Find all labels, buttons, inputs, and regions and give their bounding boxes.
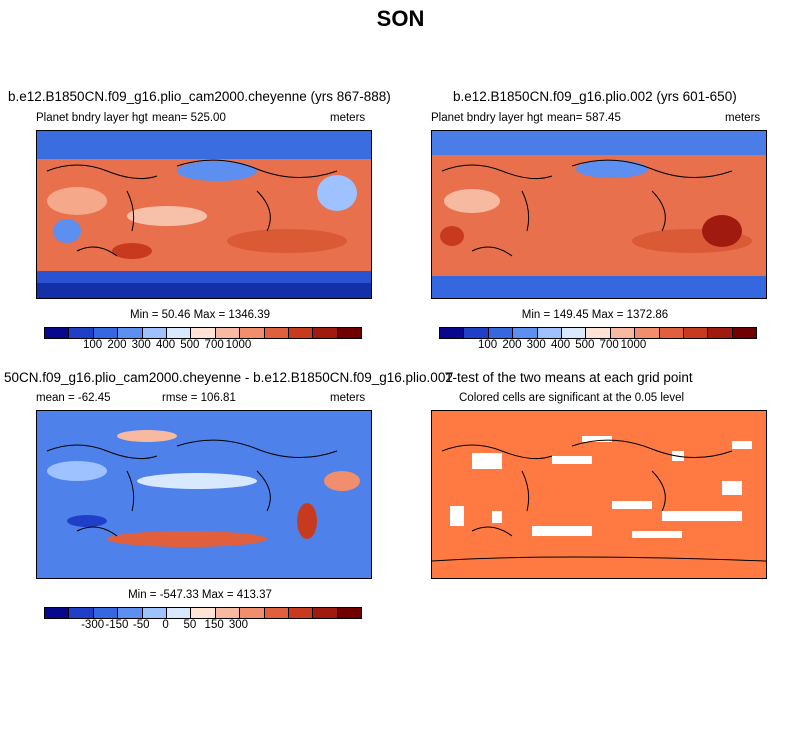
panel1-units: meters — [330, 112, 366, 124]
colorbar-tick-label: -300 — [81, 619, 105, 631]
colorbar-swatch — [93, 608, 119, 618]
figure-title: SON — [376, 6, 425, 31]
colorbar-swatch — [610, 328, 636, 338]
panel2-minmax: Min = 149.45 Max = 1372.86 — [521, 309, 669, 321]
colorbar-swatch — [708, 328, 733, 338]
colorbar-swatch — [288, 328, 314, 338]
panel3-title: 50CN.f09_g16.plio_cam2000.cheyenne - b.e… — [4, 370, 453, 385]
panel3-rmse: rmse = 106.81 — [162, 392, 236, 404]
colorbar-swatch — [288, 608, 314, 618]
colorbar-swatch — [69, 608, 94, 618]
colorbar-swatch — [142, 608, 167, 618]
panel1-map — [36, 130, 372, 299]
panel1-minmax: Min = 50.46 Max = 1346.39 — [129, 309, 270, 321]
panel1-title: b.e12.B1850CN.f09_g16.plio_cam2000.cheye… — [8, 89, 391, 104]
colorbar-swatch — [166, 328, 192, 338]
colorbar-tick-label: 1000 — [225, 339, 252, 351]
colorbar-swatch — [264, 608, 289, 618]
panel3-map — [36, 410, 372, 579]
colorbar-tick-label: -50 — [132, 619, 150, 631]
colorbar-tick-label: 700 — [599, 339, 619, 351]
panel1-variable: Planet bndry layer hgt — [36, 112, 148, 124]
panel4-map — [431, 410, 767, 579]
colorbar-swatch — [313, 328, 338, 338]
colorbar-tick-label: 0 — [162, 619, 169, 631]
colorbar-swatch — [191, 608, 216, 618]
colorbar-swatch — [732, 328, 757, 338]
panel3-mean: mean = -62.45 — [36, 392, 111, 404]
colorbar-swatch — [69, 328, 94, 338]
panel2-field-svg — [432, 131, 766, 298]
panel3-colorbar — [44, 607, 362, 619]
panel1-colorbar — [44, 327, 362, 339]
panel4-subtitle: Colored cells are significant at the 0.0… — [459, 392, 685, 404]
colorbar-swatch — [191, 328, 216, 338]
colorbar-tick-label: 700 — [204, 339, 224, 351]
colorbar-tick-label: 200 — [107, 339, 127, 351]
panel2-map — [431, 130, 767, 299]
colorbar-swatch — [337, 328, 362, 338]
panel3-units: meters — [330, 392, 366, 404]
colorbar-swatch — [313, 608, 338, 618]
colorbar-swatch — [118, 328, 143, 338]
colorbar-swatch — [264, 328, 289, 338]
colorbar-swatch — [215, 608, 241, 618]
panel2-colorbar — [439, 327, 757, 339]
colorbar-swatch — [166, 608, 192, 618]
panel2-mean: mean= 587.45 — [547, 112, 621, 124]
colorbar-swatch — [45, 328, 70, 338]
colorbar-swatch — [635, 328, 660, 338]
colorbar-swatch — [586, 328, 611, 338]
colorbar-tick-label: 100 — [478, 339, 498, 351]
colorbar-tick-label: 300 — [131, 339, 151, 351]
panel4-field-svg — [432, 411, 766, 578]
colorbar-tick-label: 1000 — [620, 339, 647, 351]
panel2-variable: Planet bndry layer hgt — [431, 112, 543, 124]
colorbar-tick-label: 200 — [502, 339, 522, 351]
colorbar-swatch — [683, 328, 709, 338]
colorbar-swatch — [537, 328, 562, 338]
colorbar-swatch — [337, 608, 362, 618]
colorbar-swatch — [142, 328, 167, 338]
colorbar-tick-label: 300 — [228, 619, 249, 631]
panel3-field-svg — [37, 411, 371, 578]
colorbar-swatch — [215, 328, 241, 338]
colorbar-tick-label: 100 — [83, 339, 103, 351]
panel3-minmax: Min = -547.33 Max = 413.37 — [128, 589, 272, 601]
panel2-units: meters — [725, 112, 761, 124]
colorbar-swatch — [240, 608, 265, 618]
colorbar-swatch — [561, 328, 587, 338]
colorbar-tick-label: 500 — [180, 339, 200, 351]
colorbar-swatch — [488, 328, 514, 338]
colorbar-tick-label: 400 — [155, 339, 176, 351]
panel3-colorbar-ticks: -300 -150 -50 0 50 150 300 — [44, 619, 360, 635]
colorbar-swatch — [45, 608, 70, 618]
colorbar-swatch — [464, 328, 489, 338]
colorbar-tick-label: 50 — [183, 619, 197, 631]
panel4-title: T-test of the two means at each grid poi… — [445, 370, 693, 385]
panel2-colorbar-ticks: 100 200 300 400 500 700 1000 — [439, 339, 755, 355]
colorbar-tick-label: -150 — [105, 619, 129, 631]
colorbar-tick-label: 150 — [204, 619, 224, 631]
colorbar-tick-label: 500 — [575, 339, 595, 351]
panel2-title: b.e12.B1850CN.f09_g16.plio.002 (yrs 601-… — [453, 89, 737, 104]
panel1-mean: mean= 525.00 — [152, 112, 226, 124]
panel1-colorbar-ticks: 100 200 300 400 500 700 1000 — [44, 339, 360, 355]
panel1-field-svg — [37, 131, 371, 298]
colorbar-swatch — [659, 328, 684, 338]
colorbar-swatch — [118, 608, 143, 618]
colorbar-tick-label: 300 — [526, 339, 546, 351]
colorbar-tick-label: 400 — [550, 339, 571, 351]
colorbar-swatch — [513, 328, 538, 338]
colorbar-swatch — [93, 328, 119, 338]
colorbar-swatch — [240, 328, 265, 338]
colorbar-swatch — [440, 328, 465, 338]
